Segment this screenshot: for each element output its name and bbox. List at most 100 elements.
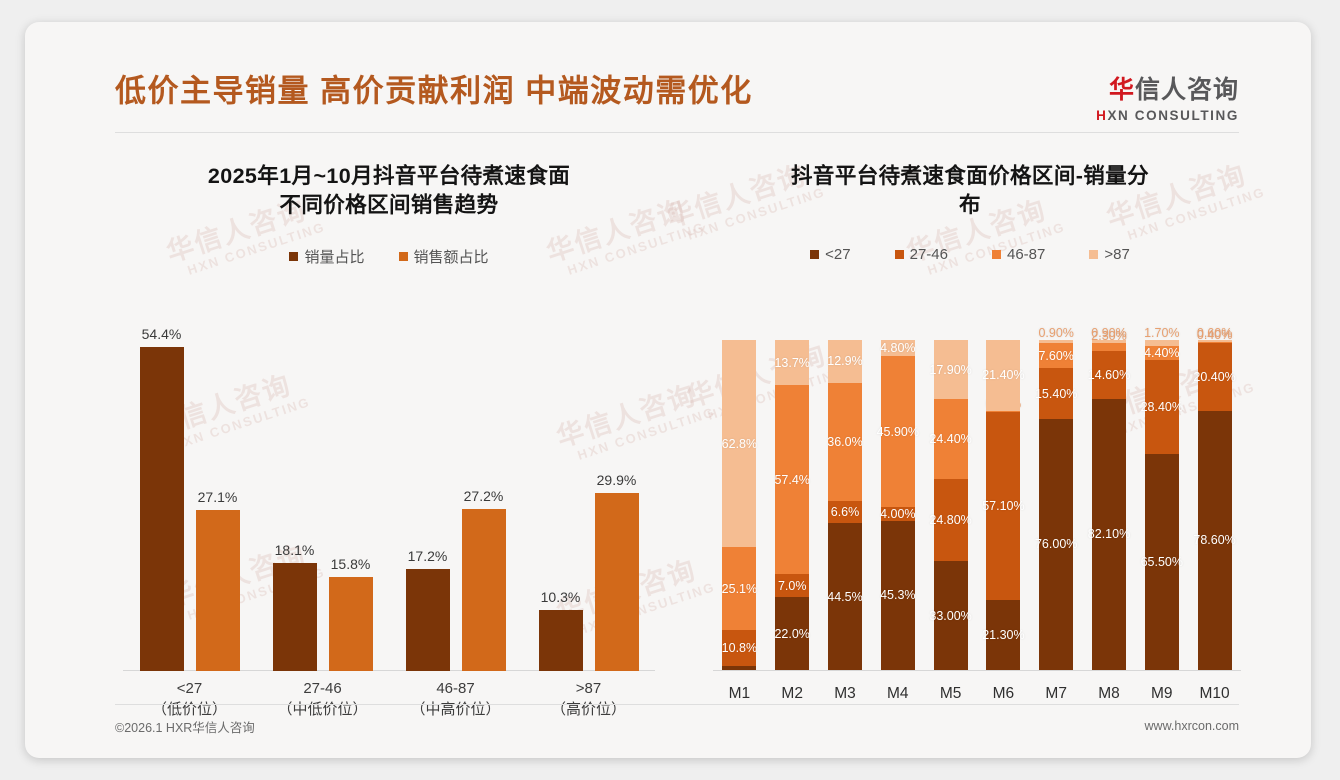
stacked-bar[interactable]: 1.3%10.8% 25.1% 62.8% [721,340,758,670]
stack-segment[interactable]: 57.4% [774,385,810,575]
logo-english-text: HXN CONSULTING [1096,108,1239,123]
stack-segment[interactable]: 25.1% [722,547,757,631]
legend-label: 销量占比 [304,249,365,267]
bar-column[interactable]: 54.4% [139,314,184,671]
bar-value-label: 10.3% [540,589,581,605]
left-chart-legend: 销量占比 销售额占比 [111,246,667,267]
stack-segment[interactable]: 21.30% [982,599,1025,670]
bar-column[interactable]: 15.8% [328,314,373,671]
segment-value-label: 57.10% [982,498,1025,513]
bar-column[interactable]: 27.1% [195,314,240,671]
stack-segment[interactable]: 33.00% [929,561,972,670]
stacked-bar[interactable]: 82.10% 14.60% 2.30% 0.90% [1088,326,1130,670]
stacked-bar[interactable]: 78.60% 20.40% 0.40% 0.60% [1193,326,1236,670]
legend-item-band-27-46[interactable]: 27-46 [894,246,948,263]
stacked-bar[interactable]: 45.3% 4.00% 45.90% 4.80% [877,340,919,670]
stack-segment[interactable]: 45.90% [877,355,919,508]
stack-segment[interactable]: 45.3% [880,520,916,670]
stack-segment[interactable]: 0.60% [1197,326,1232,342]
legend-item-band-lt27[interactable]: <27 [810,246,851,263]
stack-segment[interactable]: 7.0% [775,574,810,598]
stacked-bar[interactable]: 22.0% 7.0% 57.4% 13.7% [774,340,810,670]
stack-segment[interactable]: 1.3% [722,652,757,670]
company-logo: 华信人咨询 HXN CONSULTING [1096,76,1239,123]
footer-website[interactable]: www.hxrcon.com [1144,719,1239,733]
legend-item-band-gt87[interactable]: >87 [1089,246,1130,263]
category-label-sub: （低价位） [151,701,227,719]
stack-segment[interactable]: 24.80% [929,479,972,562]
stack-segment[interactable]: 62.8% [721,340,758,548]
legend-item-sales-amount[interactable]: 销售额占比 [398,246,489,267]
bar[interactable] [405,569,450,671]
stack-segment[interactable]: 14.60% [1088,350,1130,399]
bar-column[interactable]: 17.2% [405,314,450,671]
segment-value-label: 7.60% [1038,348,1074,363]
stack-segment[interactable]: 1.70% [1144,326,1180,346]
bar-column[interactable]: 29.9% [594,314,639,671]
bar-column[interactable]: 18.1% [272,314,317,671]
segment-value-label: 15.40% [1034,386,1078,401]
right-chart-title: 抖音平台待煮速食面价格区间-销量分 布 [685,162,1255,220]
footer-divider [115,704,1239,705]
segment-value-label: 4.80% [880,340,916,355]
bar-column[interactable]: 10.3% [538,314,583,671]
stack-segment[interactable]: 15.40% [1035,368,1077,419]
stack-segment[interactable]: 12.9% [827,340,863,383]
stack-segment[interactable]: 10.8% [722,630,757,666]
stack-segment[interactable]: 4.80% [880,340,916,356]
stack-segment[interactable]: 57.10% [982,411,1025,600]
bar[interactable] [272,563,317,671]
stack-segment[interactable]: 4.00% [880,507,915,521]
stack-segment[interactable]: 0.40% [1197,328,1232,344]
stack-segment[interactable]: 0.90% [1038,326,1074,343]
page-title: 低价主导销量 高价贡献利润 中端波动需优化 [115,73,753,109]
stack-segment[interactable]: 82.10% [1088,398,1130,670]
month-axis-label: M5 [939,685,962,702]
segment-value-label: 0.60% [1196,326,1233,341]
stacked-bar[interactable]: 44.5% 6.6% 36.0% 12.9% [827,340,863,670]
segment-value-label: 1.70% [1144,326,1180,341]
stack-segment[interactable]: 78.60% [1193,410,1236,670]
stack-segment[interactable]: 36.0% [827,382,863,502]
stack-segment[interactable]: 28.40% [1141,360,1183,454]
stacked-bar[interactable]: 65.50% 28.40% 4.40% 1.70% [1141,326,1183,670]
stack-segment[interactable]: 76.00% [1035,418,1077,670]
stack-segment[interactable]: 22.0% [774,597,810,670]
bar-value-label: 27.2% [463,488,504,504]
stack-segment[interactable]: 65.50% [1141,453,1183,670]
segment-value-label: 14.60% [1087,367,1131,382]
stack-segment[interactable]: 17.90% [929,340,972,400]
stack-segment[interactable]: 21.40% [982,340,1025,411]
segment-value-label: 62.8% [721,436,758,451]
legend-item-sales-volume[interactable]: 销量占比 [289,246,365,267]
bar[interactable] [195,510,240,671]
stacked-bar[interactable]: 21.30% 57.10% 0.20% 21.40% [982,340,1025,670]
category-label-sub: （中低价位） [277,701,368,719]
stack-segment[interactable]: 24.40% [929,399,972,480]
stack-segment[interactable]: 6.6% [828,501,862,524]
bar[interactable] [139,347,184,671]
stack-segment[interactable]: 4.40% [1144,345,1180,361]
stacked-bar[interactable]: 76.00% 15.40% 7.60% 0.90% [1035,326,1077,670]
segment-value-label: 33.00% [929,608,972,623]
month-axis-label: M7 [1045,685,1067,702]
bar[interactable] [461,509,506,671]
month-axis-label: M10 [1199,685,1230,702]
bar[interactable] [328,577,373,671]
stack-segment[interactable]: 7.60% [1038,343,1074,369]
bar-group: 18.1% 15.8% [256,314,390,671]
stack-segment[interactable]: 20.40% [1193,343,1236,411]
stack-segment[interactable]: 0.90% [1091,326,1127,343]
bar[interactable] [594,493,639,671]
bar[interactable] [538,610,583,671]
stack-segment[interactable]: 2.30% [1091,329,1127,351]
stack-segment[interactable]: 13.7% [774,340,810,386]
segment-value-label: 2.30% [1091,329,1127,343]
bar-column[interactable]: 27.2% [461,314,506,671]
stack-segment[interactable]: 44.5% [827,523,863,670]
month-axis-label: M3 [834,685,856,702]
stacked-bar[interactable]: 33.00% 24.80% 24.40% 17.90% [929,340,972,670]
legend-item-band-46-87[interactable]: 46-87 [992,246,1045,263]
segment-value-label: 0.90% [1038,326,1074,341]
stack-segment[interactable]: 0.20% [986,397,1021,412]
